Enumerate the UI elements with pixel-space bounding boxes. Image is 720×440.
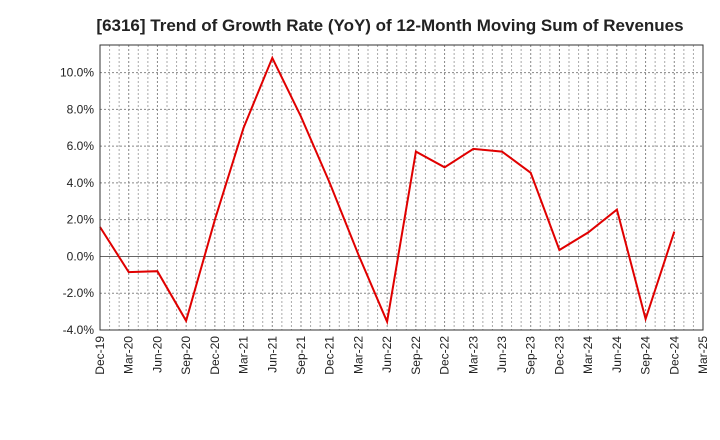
x-tick-label: Dec-22 — [438, 336, 452, 375]
y-tick-label: 2.0% — [67, 213, 95, 227]
series-layer — [99, 55, 676, 326]
y-tick-label: -4.0% — [63, 323, 95, 337]
x-tick-label: Sep-21 — [294, 336, 308, 375]
x-tick-label: Mar-20 — [122, 336, 136, 374]
x-tick-label: Mar-24 — [581, 336, 595, 374]
x-tick-label: Sep-24 — [639, 336, 653, 375]
x-tick-label: Dec-20 — [208, 336, 222, 375]
series-line — [99, 55, 676, 326]
grid — [100, 45, 703, 330]
plot-frame — [99, 44, 704, 331]
x-tick-label: Dec-19 — [93, 336, 107, 375]
y-axis-ticks: 10.0% 8.0% 6.0% 4.0% 2.0% 0.0% -2.0% -4.0% — [60, 66, 94, 337]
x-tick-label: Jun-23 — [495, 336, 509, 373]
x-axis-ticks: Dec-19 Mar-20 Jun-20 Sep-20 Dec-20 Mar-21 Jun-… — [93, 336, 710, 375]
x-tick-label: Sep-22 — [409, 336, 423, 375]
y-tick-label: 4.0% — [67, 176, 95, 190]
y-tick-label: 6.0% — [67, 139, 95, 153]
x-tick-label: Dec-24 — [667, 336, 681, 375]
x-tick-label: Mar-23 — [466, 336, 480, 374]
x-tick-label: Mar-21 — [237, 336, 251, 374]
y-tick-label: 10.0% — [60, 66, 94, 80]
chart-title: [6316] Trend of Growth Rate (YoY) of 12-… — [96, 16, 683, 35]
x-tick-label: Jun-22 — [380, 336, 394, 373]
x-tick-label: Sep-23 — [524, 336, 538, 375]
y-tick-label: 0.0% — [67, 249, 95, 263]
x-tick-label: Dec-21 — [323, 336, 337, 375]
x-tick-label: Dec-23 — [552, 336, 566, 375]
x-tick-label: Mar-25 — [696, 336, 710, 374]
x-tick-label: Jun-21 — [265, 336, 279, 373]
y-tick-label: 8.0% — [67, 102, 95, 116]
x-tick-label: Jun-24 — [610, 336, 624, 373]
x-tick-label: Mar-22 — [351, 336, 365, 374]
y-tick-label: -2.0% — [63, 286, 95, 300]
x-tick-label: Sep-20 — [179, 336, 193, 375]
x-tick-label: Jun-20 — [150, 336, 164, 373]
